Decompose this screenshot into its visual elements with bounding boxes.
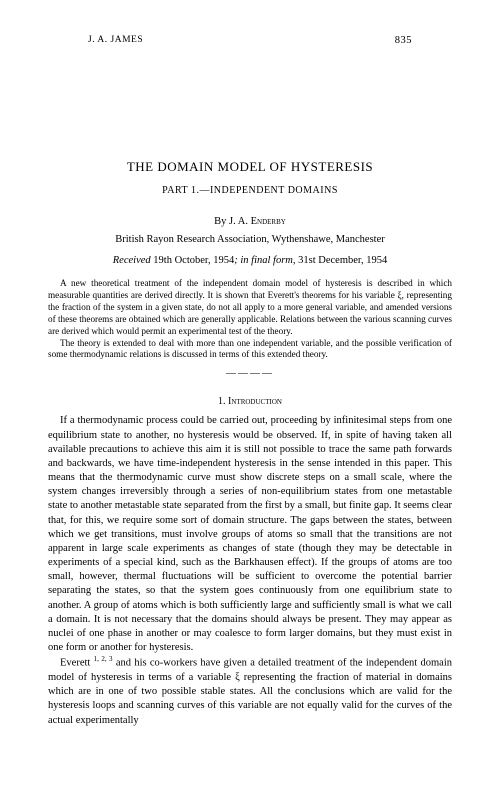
final-date: 31st December, 1954 [298,255,387,266]
divider: ———— [48,367,452,381]
section-heading: 1. Introduction [48,395,452,409]
author-name: J. A. Enderby [229,216,286,227]
article-title: THE DOMAIN MODEL OF HYSTERESIS [48,158,452,176]
received-date: 19th October, 1954 [153,255,234,266]
affiliation: British Rayon Research Association, Wyth… [48,233,452,247]
dates-line: Received 19th October, 1954; in final fo… [48,254,452,268]
citation-refs: 1, 2, 3 [94,655,113,663]
body-para-1: If a thermodynamic process could be carr… [48,414,452,655]
abstract: A new theoretical treatment of the indep… [48,278,452,362]
running-head: J. A. JAMES [88,34,143,48]
abstract-para-2: The theory is extended to deal with more… [48,338,452,362]
dates-separator: ; in final form, [234,255,298,266]
body-text: If a thermodynamic process could be carr… [48,414,452,727]
body-p2-end: and his co-workers have given a detailed… [48,658,452,726]
body-para-2: Everett 1, 2, 3 and his co-workers have … [48,655,452,727]
received-label: Received [113,255,154,266]
page-number: 835 [395,34,412,48]
abstract-para-1: A new theoretical treatment of the indep… [48,278,452,338]
byline: By J. A. Enderby [48,215,452,229]
byline-prefix: By [214,216,229,227]
article-subtitle: PART 1.—INDEPENDENT DOMAINS [48,184,452,198]
body-p2-start: Everett [60,658,94,669]
